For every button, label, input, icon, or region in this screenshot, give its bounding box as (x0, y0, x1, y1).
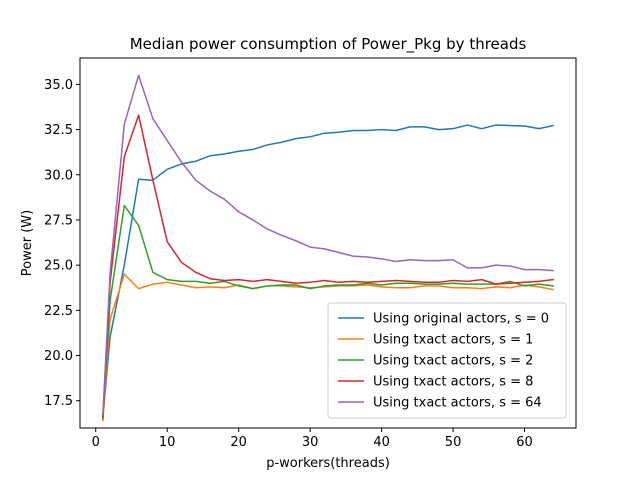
x-tick-label: 40 (373, 435, 390, 450)
x-axis-ticks: 0 10 20 30 40 50 60 (92, 428, 533, 450)
legend-entry-4: Using txact actors, s = 64 (373, 396, 542, 411)
y-tick-label: 27.5 (44, 213, 73, 228)
x-tick-label: 50 (445, 435, 462, 450)
legend-entry-3: Using txact actors, s = 8 (373, 375, 533, 390)
y-tick-label: 17.5 (44, 394, 73, 409)
x-tick-label: 20 (230, 435, 247, 450)
y-axis-label: Power (W) (20, 210, 35, 276)
legend: Using original actors, s = 0 Using txact … (327, 302, 567, 419)
legend-box (327, 302, 567, 419)
x-tick-label: 30 (302, 435, 319, 450)
series-line-1 (102, 273, 555, 422)
x-tick-label: 60 (516, 435, 533, 450)
y-axis-ticks: 17.5 20.0 22.5 25.0 27.5 30.0 32.5 35.0 (44, 78, 80, 409)
series-line-2 (102, 204, 554, 420)
series-lines (102, 74, 555, 422)
series-line-4 (102, 74, 554, 416)
y-tick-label: 20.0 (44, 349, 73, 364)
y-tick-label: 30.0 (44, 168, 73, 183)
legend-entry-0: Using original actors, s = 0 (373, 312, 549, 327)
x-tick-label: 10 (159, 435, 176, 450)
x-axis-label: p-workers(threads) (266, 456, 390, 471)
y-tick-label: 25.0 (44, 259, 73, 274)
chart-title: Median power consumption of Power_Pkg by… (130, 35, 527, 54)
y-tick-label: 22.5 (44, 304, 73, 319)
legend-entry-2: Using txact actors, s = 2 (373, 354, 533, 369)
series-line-3 (102, 114, 554, 418)
series-line-0 (102, 124, 555, 418)
x-tick-label: 0 (92, 435, 100, 450)
plot-frame (79, 57, 577, 429)
legend-entry-1: Using txact actors, s = 1 (373, 333, 533, 348)
y-tick-label: 35.0 (44, 78, 73, 93)
y-tick-label: 32.5 (44, 123, 73, 138)
